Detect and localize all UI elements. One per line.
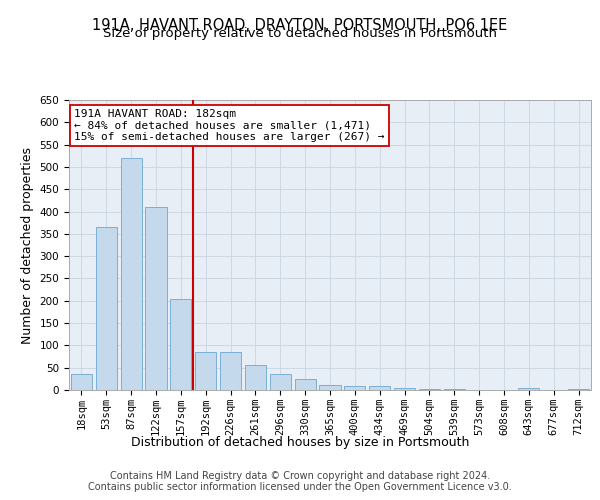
Bar <box>220 352 241 390</box>
Y-axis label: Number of detached properties: Number of detached properties <box>21 146 34 344</box>
Text: 191A, HAVANT ROAD, DRAYTON, PORTSMOUTH, PO6 1EE: 191A, HAVANT ROAD, DRAYTON, PORTSMOUTH, … <box>92 18 508 32</box>
Bar <box>270 374 291 390</box>
Text: Size of property relative to detached houses in Portsmouth: Size of property relative to detached ho… <box>103 28 497 40</box>
Bar <box>444 389 465 390</box>
Text: Distribution of detached houses by size in Portsmouth: Distribution of detached houses by size … <box>131 436 469 449</box>
Bar <box>121 158 142 390</box>
Bar <box>71 374 92 390</box>
Bar <box>419 389 440 390</box>
Text: Contains public sector information licensed under the Open Government Licence v3: Contains public sector information licen… <box>88 482 512 492</box>
Bar <box>319 384 341 390</box>
Bar <box>344 386 365 390</box>
Text: Contains HM Land Registry data © Crown copyright and database right 2024.: Contains HM Land Registry data © Crown c… <box>110 471 490 481</box>
Bar <box>295 379 316 390</box>
Bar <box>96 227 117 390</box>
Text: 191A HAVANT ROAD: 182sqm
← 84% of detached houses are smaller (1,471)
15% of sem: 191A HAVANT ROAD: 182sqm ← 84% of detach… <box>74 108 385 142</box>
Bar <box>145 207 167 390</box>
Bar <box>369 386 390 390</box>
Bar <box>195 352 216 390</box>
Bar <box>245 366 266 390</box>
Bar <box>170 298 191 390</box>
Bar <box>394 388 415 390</box>
Bar <box>568 388 589 390</box>
Bar <box>518 388 539 390</box>
